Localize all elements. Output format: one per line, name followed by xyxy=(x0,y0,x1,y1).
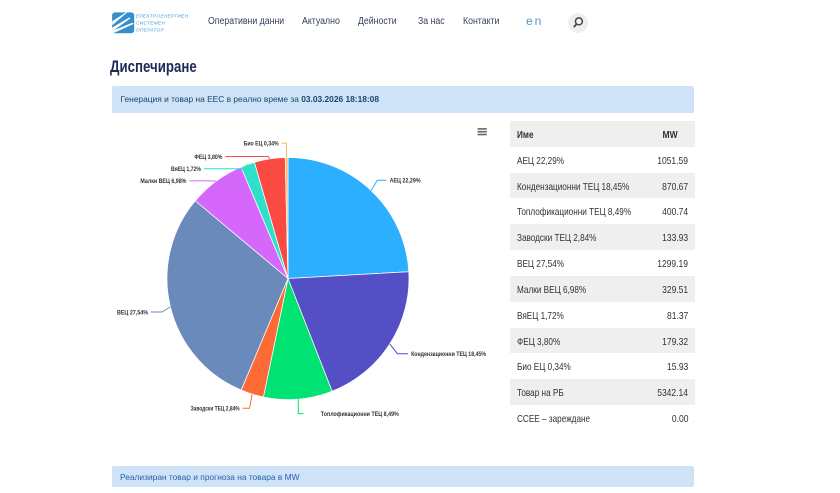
svg-text:ВЕЦ 27,54%: ВЕЦ 27,54% xyxy=(117,309,148,316)
svg-text:СИСТЕМЕН: СИСТЕМЕН xyxy=(136,20,165,26)
svg-text:ЕЛЕКТРОЕНЕРГИЕН: ЕЛЕКТРОЕНЕРГИЕН xyxy=(136,13,189,19)
svg-text:АЕЦ 22,29%: АЕЦ 22,29% xyxy=(390,178,421,185)
svg-text:Био ЕЦ 0,34%: Био ЕЦ 0,34% xyxy=(244,141,279,148)
svg-text:ФЕЦ 3,80%: ФЕЦ 3,80% xyxy=(194,154,222,161)
svg-text:Малки ВЕЦ 6,98%: Малки ВЕЦ 6,98% xyxy=(140,178,186,185)
svg-text:Заводски ТЕЦ 2,84%: Заводски ТЕЦ 2,84% xyxy=(191,406,240,413)
svg-text:ВяЕЦ 1,72%: ВяЕЦ 1,72% xyxy=(171,166,201,173)
svg-text:Топлофикационни ТЕЦ 8,49%: Топлофикационни ТЕЦ 8,49% xyxy=(321,411,399,418)
svg-text:Кондензационни ТЕЦ 18,45%: Кондензационни ТЕЦ 18,45% xyxy=(411,351,486,358)
svg-text:ОПЕРАТОР: ОПЕРАТОР xyxy=(136,27,164,33)
